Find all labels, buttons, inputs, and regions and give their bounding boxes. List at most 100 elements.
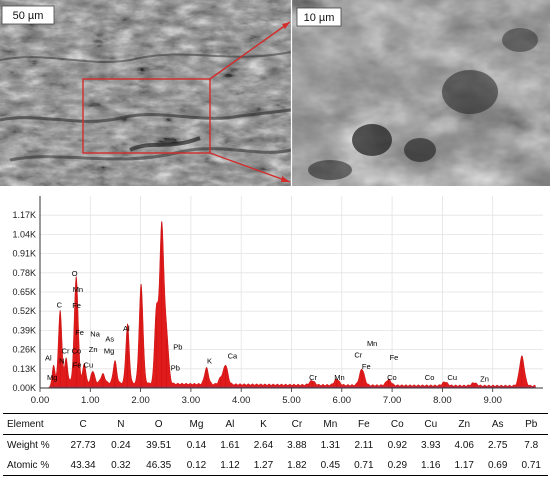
table-cell: 46.35 bbox=[137, 455, 180, 476]
peak-annotation: K bbox=[207, 357, 212, 366]
eds-spectrum-chart: 0.00K0.13K0.26K0.39K0.52K0.65K0.78K0.91K… bbox=[12, 196, 543, 406]
peak-annotation: Co bbox=[387, 373, 397, 382]
zoom-region-box bbox=[82, 78, 211, 154]
peak-annotation: Mg bbox=[47, 373, 57, 382]
sem-micrograph-panel: 50 µm 10 µm bbox=[0, 0, 550, 186]
peak-annotation: Co bbox=[425, 373, 435, 382]
table-cell: 2.64 bbox=[253, 439, 274, 451]
table-cell: 27.73 bbox=[70, 439, 96, 451]
table-cell: 39.51 bbox=[146, 439, 172, 451]
y-tick-label: 0.00K bbox=[12, 383, 36, 393]
peak-annotation: Fe bbox=[390, 353, 399, 362]
x-tick-label: 8.00 bbox=[433, 395, 452, 406]
table-header-element: Element bbox=[3, 413, 62, 435]
y-tick-label: 0.39K bbox=[12, 325, 36, 335]
table-header-cell: K bbox=[246, 413, 281, 435]
y-tick-label: 0.65K bbox=[12, 287, 36, 297]
table-cell: 0.69 bbox=[480, 455, 515, 476]
spectrum-area bbox=[40, 220, 536, 389]
peak-annotation: Mn bbox=[73, 285, 83, 294]
table-cell: 0.29 bbox=[380, 455, 415, 476]
table-row-label: Atomic % bbox=[3, 455, 62, 476]
peak-annotation: Cr Co bbox=[62, 346, 82, 355]
table-header-cell: Pb bbox=[514, 413, 548, 435]
table-cell: 0.24 bbox=[111, 439, 131, 451]
table-cell: 1.17 bbox=[447, 455, 481, 476]
peak-annotation: Ca bbox=[228, 351, 238, 360]
peak-annotation: Fe bbox=[75, 328, 84, 337]
peak-annotation: Zn bbox=[480, 374, 489, 383]
table-cell: 43.34 bbox=[62, 455, 105, 476]
x-tick-label: 5.00 bbox=[282, 395, 301, 406]
table-cell: 3.93 bbox=[421, 439, 441, 451]
scale-label-left: 50 µm bbox=[13, 10, 44, 22]
scale-label-right: 10 µm bbox=[304, 12, 335, 24]
y-tick-label: 0.13K bbox=[12, 364, 36, 374]
sem-image-left bbox=[0, 0, 292, 186]
peak-annotation: Cr bbox=[309, 373, 317, 382]
peak-annotation: O bbox=[72, 269, 78, 278]
table-cell: 1.12 bbox=[213, 455, 247, 476]
y-tick-label: 0.78K bbox=[12, 268, 36, 278]
table-cell: 0.92 bbox=[387, 439, 408, 451]
x-tick-label: 4.00 bbox=[232, 395, 251, 406]
x-tick-label: 0.00 bbox=[31, 395, 50, 406]
table-header-cell: O bbox=[137, 413, 180, 435]
sem-image-right bbox=[292, 0, 550, 186]
peak-annotation: Mn bbox=[334, 373, 344, 382]
table-header-cell: Al bbox=[213, 413, 247, 435]
peak-annotation: Fe bbox=[362, 362, 371, 371]
table-header-cell: As bbox=[480, 413, 515, 435]
y-tick-label: 1.17K bbox=[12, 210, 36, 220]
table-cell: 1.61 bbox=[220, 439, 240, 451]
peak-annotation: Pb bbox=[171, 363, 180, 372]
table-row: Weight % 27.73 0.24 39.51 0.14 1.61 2.64 3.88 1.… bbox=[3, 435, 548, 456]
table-header-cell: Cr bbox=[280, 413, 314, 435]
table-cell: 4.06 bbox=[454, 439, 474, 451]
table-cell: 0.45 bbox=[313, 455, 348, 476]
table-header-cell: Zn bbox=[447, 413, 481, 435]
peak-annotation: Al bbox=[45, 354, 52, 363]
peak-annotation: C bbox=[57, 301, 63, 310]
peak-annotation: Mn bbox=[367, 339, 377, 348]
table-header-cell: Mg bbox=[179, 413, 214, 435]
peak-annotation: Zn bbox=[89, 345, 98, 354]
x-tick-label: 6.00 bbox=[333, 395, 352, 406]
peak-annotation: Cr bbox=[354, 351, 362, 360]
peak-annotation: Cu bbox=[447, 373, 457, 382]
table-cell: 7.8 bbox=[524, 439, 539, 451]
table-cell: 0.71 bbox=[514, 455, 548, 476]
y-tick-label: 0.52K bbox=[12, 306, 36, 316]
table-cell: 0.12 bbox=[179, 455, 214, 476]
table-cell: 0.32 bbox=[104, 455, 138, 476]
table-row: Atomic % 43.34 0.32 46.35 0.12 1.12 1.27 1.82 0.… bbox=[3, 455, 548, 476]
table-header-cell: Fe bbox=[347, 413, 381, 435]
x-tick-label: 3.00 bbox=[182, 395, 201, 406]
x-tick-label: 7.00 bbox=[383, 395, 402, 406]
peak-annotation: Fe bbox=[72, 301, 81, 310]
x-tick-label: 1.00 bbox=[81, 395, 100, 406]
peak-annotation: Mg bbox=[104, 346, 114, 355]
table-cell: 2.11 bbox=[354, 439, 374, 451]
table-cell: 1.31 bbox=[320, 439, 341, 451]
peak-annotation: N bbox=[59, 357, 64, 366]
table-header-cell: Cu bbox=[414, 413, 448, 435]
table-header-cell: C bbox=[62, 413, 105, 435]
peak-annotation: As bbox=[105, 334, 114, 343]
peak-annotation: Pb bbox=[173, 343, 182, 352]
table-cell: 0.14 bbox=[186, 439, 207, 451]
y-tick-label: 0.91K bbox=[12, 249, 36, 259]
table-row-label: Weight % bbox=[7, 439, 50, 451]
table-header-row: Element C N O Mg Al K Cr Mn Fe Co Cu Zn As Pb bbox=[3, 413, 548, 435]
x-tick-label: 2.00 bbox=[131, 395, 150, 406]
table-cell: 1.16 bbox=[414, 455, 448, 476]
table-cell: 2.75 bbox=[487, 439, 508, 451]
x-tick-label: 9.00 bbox=[483, 395, 502, 406]
table-cell: 1.27 bbox=[246, 455, 281, 476]
zoom-connector-bottom bbox=[209, 152, 291, 183]
table-header-cell: N bbox=[104, 413, 138, 435]
peak-annotation: Na bbox=[90, 329, 100, 338]
table-cell: 1.82 bbox=[280, 455, 314, 476]
table-cell: 0.71 bbox=[347, 455, 381, 476]
table-cell: 3.88 bbox=[287, 439, 307, 451]
